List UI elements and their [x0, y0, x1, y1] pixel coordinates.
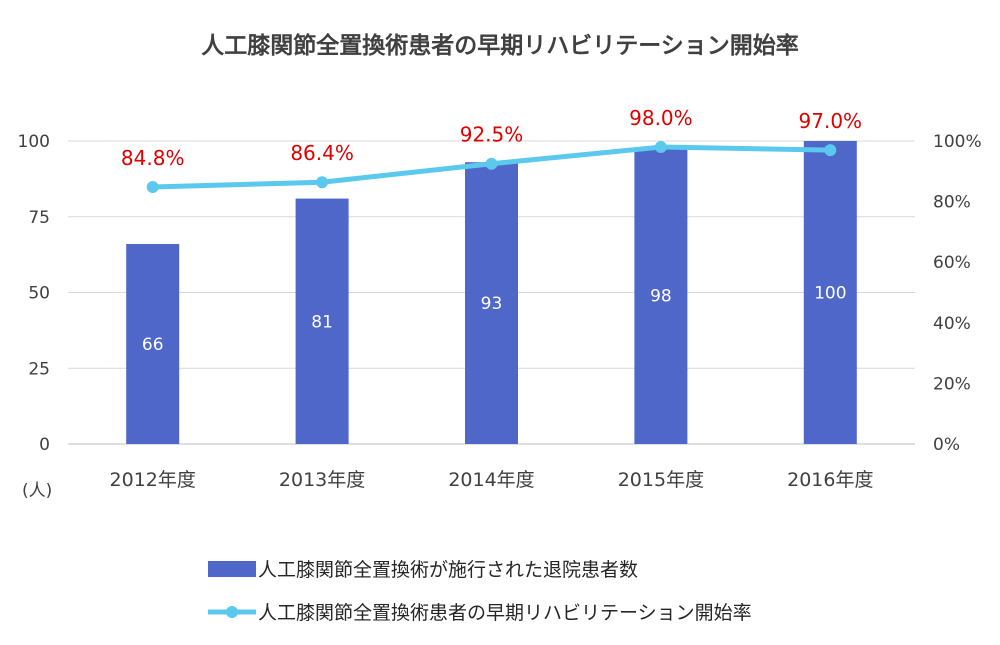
y-right-tick-label: 100% — [933, 132, 982, 152]
line-data-label: 98.0% — [629, 106, 693, 130]
x-tick-label: 2012年度 — [110, 469, 196, 491]
line-point — [824, 144, 837, 157]
y-right-tick-label: 80% — [933, 193, 971, 213]
line-series: 84.8% 86.4% 92.5% 98.0% 97.0% — [121, 106, 863, 194]
line-data-label: 92.5% — [460, 123, 524, 147]
line-data-label: 86.4% — [290, 141, 354, 165]
y-right-tick-label: 60% — [933, 253, 971, 273]
chart-title: 人工膝関節全置換術患者の早期リハビリテーション開始率 — [201, 32, 799, 59]
y-left-tick-label: 25 — [28, 359, 50, 379]
x-tick-label: 2014年度 — [448, 469, 534, 491]
x-tick-label: 2015年度 — [618, 469, 704, 491]
line-data-label: 84.8% — [121, 146, 185, 170]
bar-data-label: 100 — [814, 284, 846, 304]
bar — [126, 244, 180, 444]
legend: 人工膝関節全置換術が施行された退院患者数 人工膝関節全置換術患者の早期リハビリテ… — [208, 559, 752, 624]
y-left-tick-label: 100 — [18, 132, 50, 152]
line-data-label: 97.0% — [799, 109, 863, 133]
line-point — [316, 176, 329, 189]
x-tick-label: 2016年度 — [787, 469, 873, 491]
y-left-tick-label: 75 — [28, 208, 50, 228]
bar — [634, 147, 688, 444]
y-left-tick-label: 50 — [28, 284, 50, 304]
bar — [465, 162, 518, 444]
bar-data-label: 93 — [481, 294, 503, 314]
y-right-tick-label: 40% — [933, 314, 971, 334]
y-right-tick-label: 20% — [933, 374, 971, 394]
y-right-tick-label: 0% — [933, 435, 960, 455]
line-point — [485, 157, 498, 170]
bar — [295, 198, 349, 444]
bar-data-label: 98 — [650, 287, 672, 307]
x-tick-label: 2013年度 — [279, 469, 365, 491]
bar-data-label: 81 — [311, 312, 333, 332]
legend-bar-swatch — [208, 561, 256, 577]
line-point — [146, 181, 159, 194]
axes: 0 25 50 75 100 0% 20% 40% 60% 80% 100% 2012年度 2013年度… — [18, 132, 982, 491]
legend-line-label: 人工膝関節全置換術患者の早期リハビリテーション開始率 — [258, 602, 752, 624]
bar — [803, 141, 857, 444]
bar-series: 66 81 93 98 100 — [126, 141, 857, 444]
bar-data-label: 66 — [142, 335, 164, 355]
legend-bar-label: 人工膝関節全置換術が施行された退院患者数 — [258, 559, 638, 581]
legend-line-marker — [226, 606, 238, 618]
line-point — [654, 141, 667, 154]
y-axis-unit-label: (人) — [22, 481, 52, 501]
y-left-tick-label: 0 — [39, 435, 50, 455]
